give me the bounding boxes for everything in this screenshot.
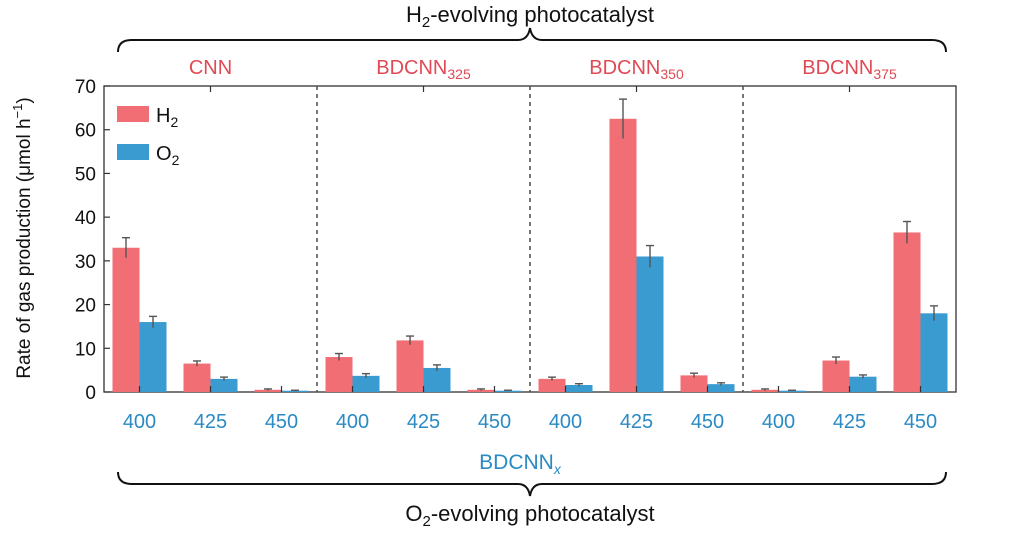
bar-h2 xyxy=(325,357,353,392)
x-tick-label: 450 xyxy=(904,411,937,433)
x-tick-label: 400 xyxy=(336,411,369,433)
x-tick-label: 400 xyxy=(123,411,156,433)
x-tick-label: 400 xyxy=(762,411,795,433)
x-tick-label: 425 xyxy=(194,411,227,433)
bar-h2 xyxy=(254,389,282,392)
group-label: BDCNN375 xyxy=(802,57,897,82)
x-tick-label: 400 xyxy=(549,411,582,433)
bar-h2 xyxy=(893,232,921,392)
bottom-brace xyxy=(117,471,947,497)
y-tick-label: 10 xyxy=(75,339,96,360)
bar-h2 xyxy=(822,360,850,392)
y-axis-label: Rate of gas production (μmol h−1) xyxy=(10,97,35,378)
bar-o2 xyxy=(636,256,664,392)
bar-o2 xyxy=(778,390,806,392)
y-tick-label: 40 xyxy=(75,208,96,229)
top-brace xyxy=(117,27,947,53)
bar-h2 xyxy=(183,363,211,392)
bar-o2 xyxy=(423,367,451,392)
y-tick-label: 0 xyxy=(85,383,96,404)
legend: H2 O2 xyxy=(117,105,180,168)
x-tick-label: 425 xyxy=(620,411,653,433)
bar-o2 xyxy=(139,322,167,392)
group-label: BDCNN325 xyxy=(376,57,471,82)
legend-label-o2: O2 xyxy=(156,143,180,168)
y-tick-label: 70 xyxy=(75,77,96,98)
bar-h2 xyxy=(467,389,495,392)
bar-o2 xyxy=(281,390,309,392)
x-tick-label: 425 xyxy=(833,411,866,433)
group-label: BDCNN350 xyxy=(589,57,684,82)
bar-o2 xyxy=(352,375,380,392)
bottom-brace-label: O2-evolving photocatalyst xyxy=(405,501,654,530)
bar-h2 xyxy=(538,378,566,392)
x-tick-label: 450 xyxy=(265,411,298,433)
y-tick-label: 50 xyxy=(75,164,96,185)
bar-h2 xyxy=(396,340,424,392)
legend-swatch-h2 xyxy=(117,106,149,122)
legend-swatch-o2 xyxy=(117,144,149,160)
y-tick-label: 20 xyxy=(75,296,96,317)
bar-h2 xyxy=(112,247,140,392)
bar-o2 xyxy=(707,384,735,392)
group-label: CNN xyxy=(189,57,232,79)
legend-label-h2: H2 xyxy=(156,105,178,130)
y-tick-label: 30 xyxy=(75,252,96,273)
top-brace-label: H2-evolving photocatalyst xyxy=(406,2,654,31)
y-tick-label: 60 xyxy=(75,121,96,142)
bar-o2 xyxy=(210,378,238,392)
bar-h2 xyxy=(609,118,637,393)
x-tick-label: 450 xyxy=(478,411,511,433)
bar-o2 xyxy=(920,313,948,392)
x-tick-label: 425 xyxy=(407,411,440,433)
bar-o2 xyxy=(849,376,877,392)
x-tick-label: 450 xyxy=(691,411,724,433)
bar-h2 xyxy=(680,375,708,392)
bar-o2 xyxy=(494,390,522,392)
x-group-label: BDCNNx xyxy=(479,451,562,477)
bar-h2 xyxy=(751,389,779,392)
bar-o2 xyxy=(565,385,593,392)
